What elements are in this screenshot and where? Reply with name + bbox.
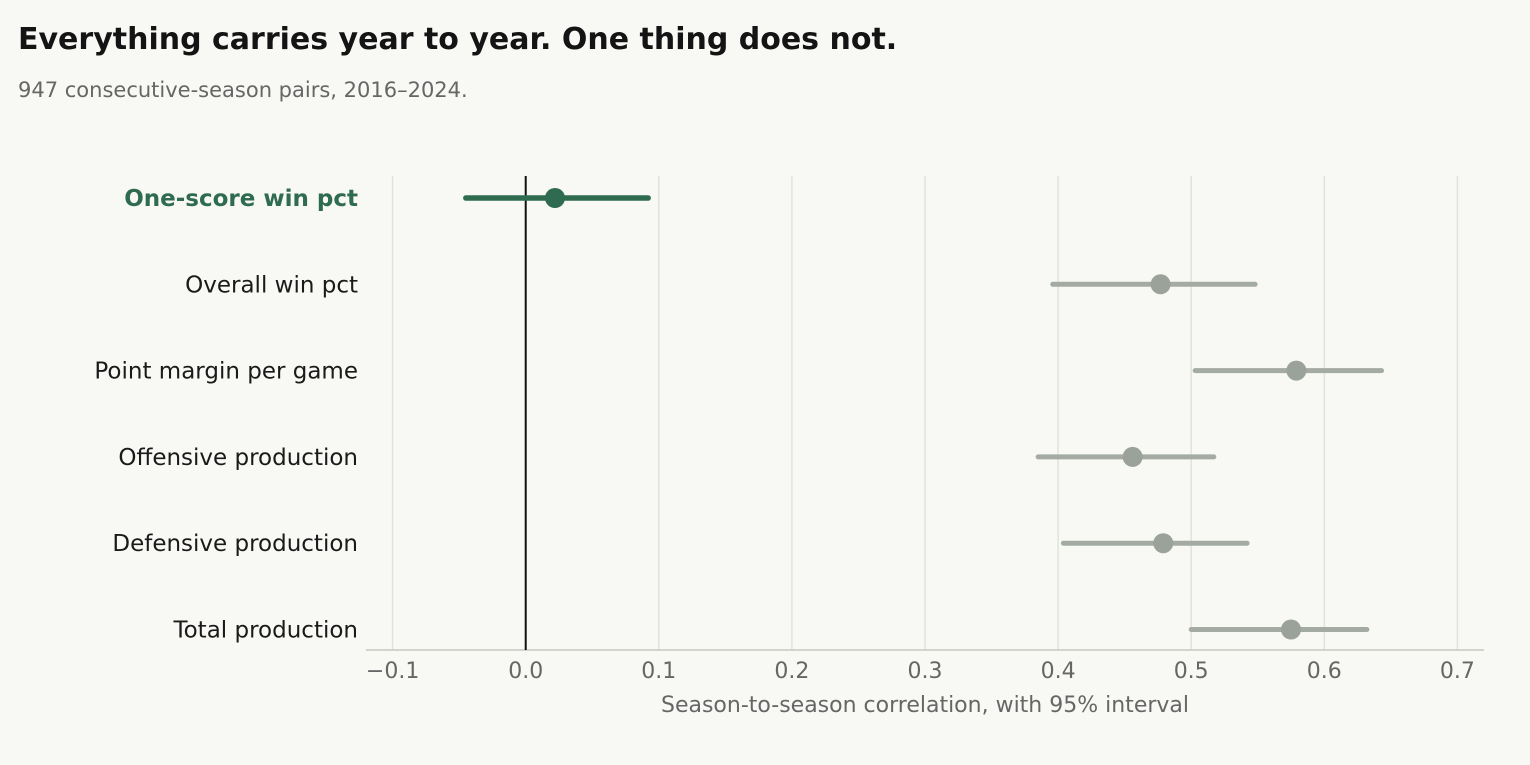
category-label: One-score win pct — [124, 186, 358, 212]
category-label: Total production — [172, 618, 358, 644]
point-estimate — [1281, 619, 1302, 640]
chart-title: Everything carries year to year. One thi… — [18, 22, 898, 57]
point-estimate — [1122, 446, 1143, 467]
point-estimate — [544, 188, 565, 208]
x-tick-label: 0.1 — [641, 659, 676, 684]
x-axis-label: Season-to-season correlation, with 95% i… — [661, 693, 1189, 718]
point-estimate — [1150, 274, 1171, 295]
x-tick-label: 0.7 — [1440, 659, 1475, 684]
category-label: Overall win pct — [185, 272, 358, 298]
x-tick-label: 0.5 — [1174, 659, 1209, 684]
x-tick-label: 0.6 — [1307, 659, 1342, 684]
category-label: Offensive production — [118, 445, 358, 471]
point-estimate — [1153, 533, 1174, 554]
point-estimate — [1286, 360, 1307, 381]
x-tick-label: −0.1 — [366, 659, 419, 684]
x-tick-label: 0.3 — [908, 659, 943, 684]
chart-subtitle: 947 consecutive-season pairs, 2016–2024. — [18, 78, 468, 102]
x-tick-label: 0.4 — [1041, 659, 1076, 684]
x-tick-label: 0.0 — [508, 659, 543, 684]
x-tick-label: 0.2 — [774, 659, 809, 684]
category-label: Defensive production — [112, 531, 358, 557]
category-label: Point margin per game — [94, 359, 358, 385]
